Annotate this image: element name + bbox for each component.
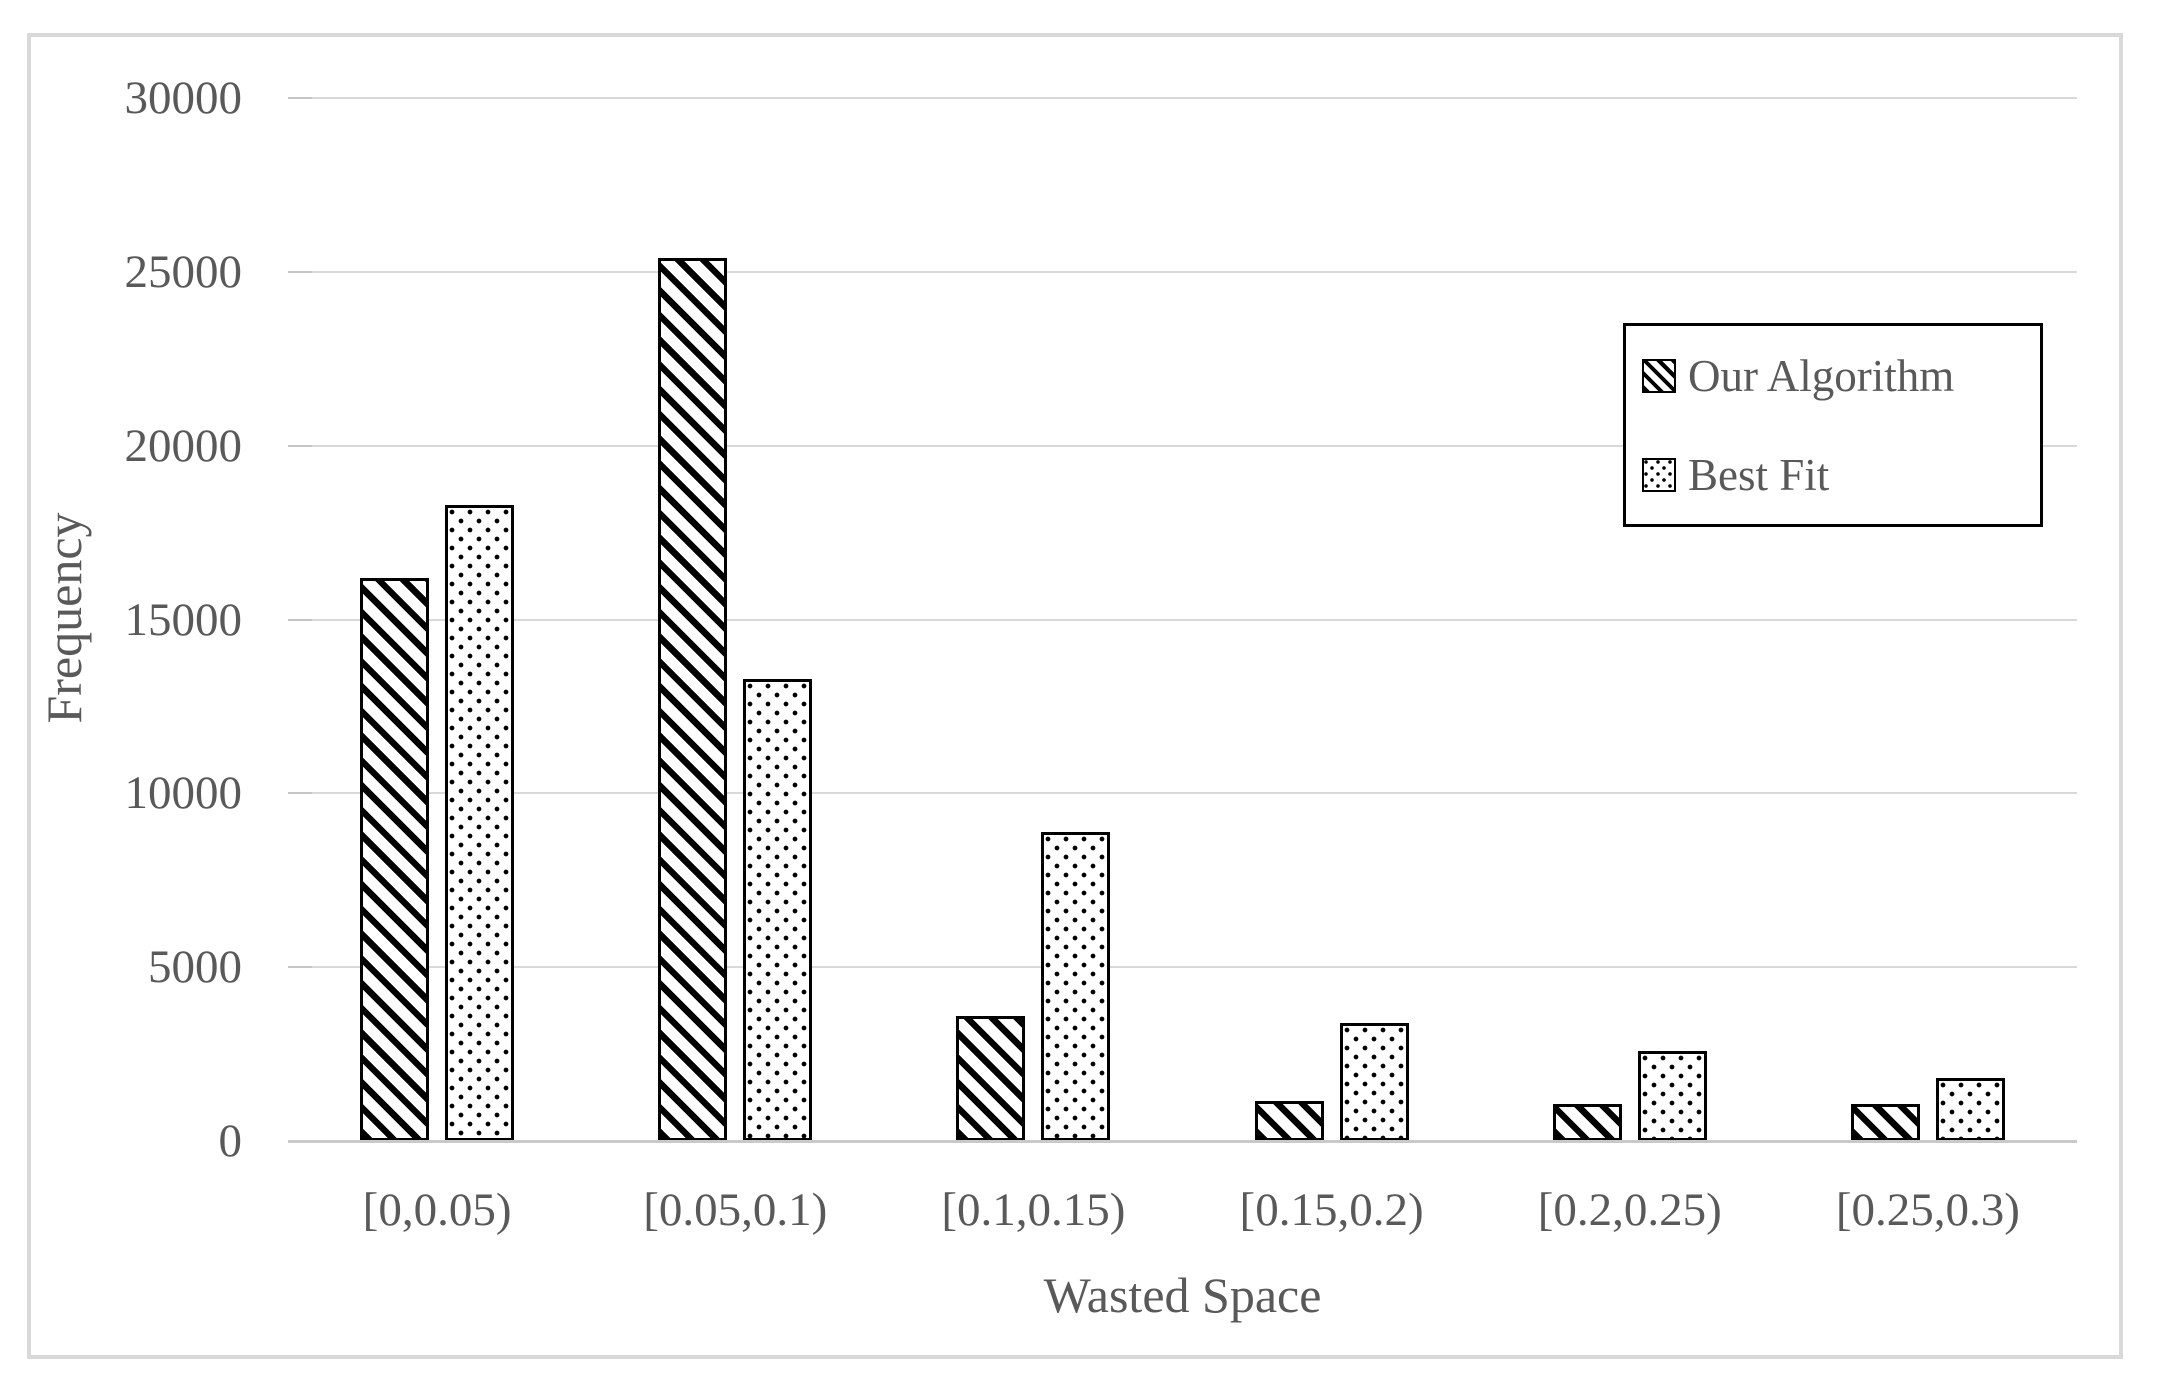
x-axis-title: Wasted Space [1043,1267,1322,1323]
x-tick-label: [0,0.05) [362,1184,512,1236]
gridline-y-20000 [288,444,2077,447]
y-axis-tick-15000 [288,618,312,621]
x-tick-label: [0.05,0.1) [643,1184,828,1236]
legend: Our Algorithm Best Fit [1623,323,2043,527]
gridline-y-25000 [288,270,2077,273]
bar-our-algorithm-1 [658,257,728,1141]
gridline-y-5000 [288,966,2077,969]
bar-best-fit-1 [743,678,813,1141]
legend-label: Our Algorithm [1688,350,1955,401]
chart-frame [27,33,2123,1359]
bar-our-algorithm-5 [1850,1104,1920,1141]
y-tick-label: 0 [218,1115,243,1167]
y-axis-tick-25000 [288,270,312,273]
bar-best-fit-2 [1041,831,1111,1141]
y-axis-title: Frequency [36,512,92,724]
y-tick-label: 10000 [124,767,243,820]
bar-best-fit-3 [1339,1022,1409,1141]
y-tick-label: 30000 [124,72,243,124]
bar-best-fit-0 [445,504,514,1141]
y-tick-label: 25000 [124,245,243,298]
x-tick-label: [0.1,0.15) [941,1184,1126,1236]
bar-best-fit-5 [1935,1078,2005,1141]
x-tick-label: [0.15,0.2) [1239,1184,1424,1236]
y-axis-tick-20000 [288,444,312,447]
gridline-y-10000 [288,792,2077,795]
diagonal-stripes-swatch-icon [1642,358,1676,393]
legend-entry-best-fit: Best Fit [1642,449,2040,501]
y-tick-label: 20000 [124,419,243,472]
legend-label: Best Fit [1688,449,1830,500]
y-axis-tick-30000 [288,97,312,99]
bar-best-fit-4 [1637,1050,1707,1141]
legend-entry-our-algorithm: Our Algorithm [1642,350,2040,402]
dots-swatch-icon [1642,457,1676,492]
x-axis-line [288,1140,2077,1143]
bar-our-algorithm-0 [360,577,429,1141]
bar-our-algorithm-4 [1552,1104,1622,1141]
bar-our-algorithm-2 [956,1015,1026,1141]
bar-our-algorithm-3 [1254,1101,1324,1141]
gridline-y-30000 [288,97,2077,99]
y-tick-label: 15000 [124,593,243,646]
y-axis-tick-10000 [288,792,312,795]
x-tick-label: [0.25,0.3) [1835,1184,2020,1236]
y-tick-label: 5000 [148,941,242,994]
gridline-y-15000 [288,618,2077,621]
x-tick-label: [0.2,0.25) [1537,1184,1722,1236]
y-axis-tick-5000 [288,966,312,969]
